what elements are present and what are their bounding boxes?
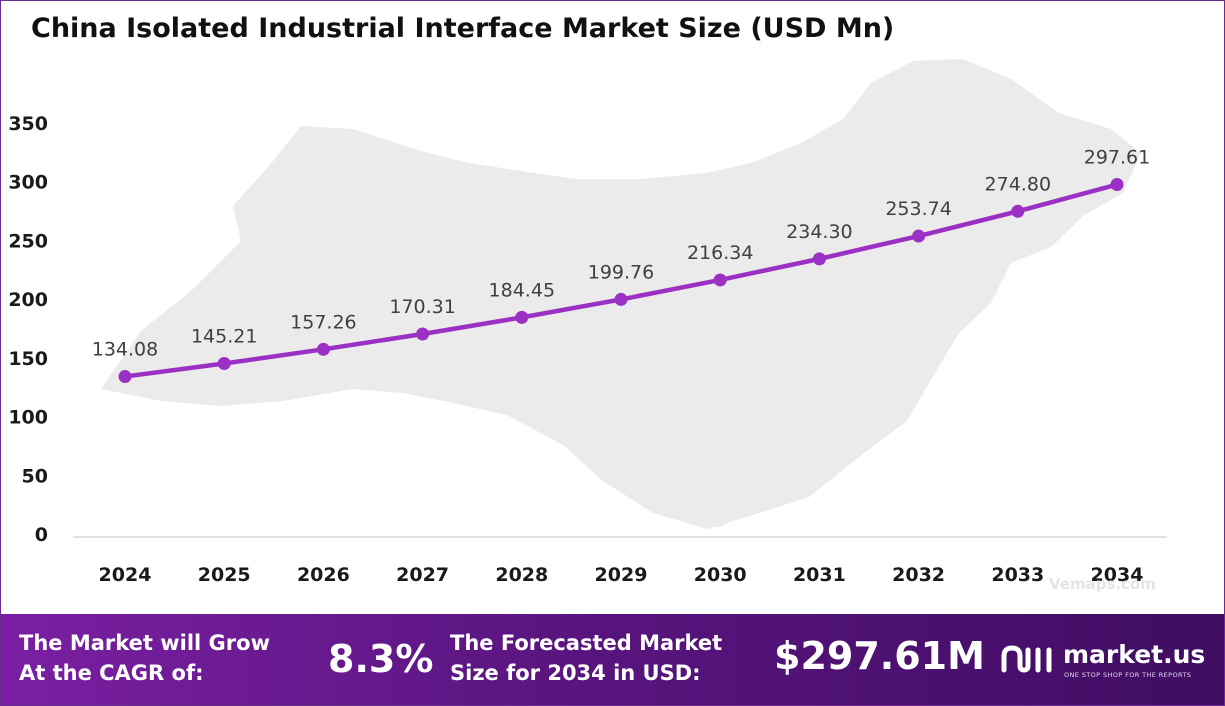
data-label: 170.31 (389, 296, 455, 318)
x-tick-label: 2030 (694, 564, 747, 586)
data-label: 184.45 (489, 279, 555, 301)
island-silhouette (704, 513, 728, 527)
data-point (316, 342, 330, 356)
data-label: 199.76 (588, 261, 654, 283)
x-tick-label: 2024 (99, 564, 152, 586)
brand-block[interactable]: market.us ONE STOP SHOP FOR THE REPORTS (1001, 640, 1221, 680)
x-axis-ticks: 2024 2025 2026 2027 2028 2029 2030 2031 2032 2033… (99, 564, 1144, 586)
data-point (614, 292, 628, 306)
data-label: 145.21 (191, 325, 257, 347)
forecast-label-line2: Size for 2034 in USD: (450, 661, 701, 685)
y-tick-label: 0 (35, 524, 48, 546)
data-point (515, 310, 529, 324)
chart-title: China Isolated Industrial Interface Mark… (31, 13, 895, 44)
data-point (416, 327, 430, 341)
x-tick-label: 2026 (297, 564, 350, 586)
brand-name: market.us (1063, 640, 1206, 669)
x-tick-label: 2029 (595, 564, 648, 586)
y-tick-label: 200 (8, 289, 48, 311)
forecast-value: $297.61M (774, 634, 985, 678)
data-points (118, 178, 1124, 384)
data-label: 157.26 (290, 311, 356, 333)
cagr-label-line1: The Market will Grow (19, 631, 270, 655)
map-watermark: Vemaps.com (1049, 575, 1156, 593)
data-point (912, 229, 926, 243)
data-point (812, 252, 826, 266)
data-point (1011, 204, 1025, 218)
data-label: 234.30 (786, 221, 852, 243)
x-tick-label: 2032 (892, 564, 945, 586)
data-point (713, 273, 727, 287)
cagr-value: 8.3% (328, 637, 434, 681)
data-label: 297.61 (1084, 147, 1150, 169)
data-point (217, 356, 231, 370)
cagr-label-line2: At the CAGR of: (19, 661, 204, 685)
data-labels: 134.08 145.21 157.26 170.31 184.45 199.76 216.… (92, 147, 1150, 361)
y-tick-label: 50 (22, 465, 48, 487)
footer-banner: The Market will Grow At the CAGR of: 8.3… (1, 614, 1224, 705)
forecast-label-line1: The Forecasted Market (450, 631, 723, 655)
market-us-logo-icon (1001, 645, 1052, 673)
y-tick-label: 100 (8, 407, 48, 429)
y-axis-ticks: 0 50 100 150 200 250 300 350 (8, 113, 48, 546)
y-tick-label: 150 (8, 348, 48, 370)
y-tick-label: 250 (8, 230, 48, 252)
x-tick-label: 2025 (198, 564, 251, 586)
data-label: 253.74 (885, 198, 951, 220)
data-label: 134.08 (92, 339, 158, 361)
data-point (1110, 178, 1124, 192)
x-tick-label: 2028 (495, 564, 548, 586)
x-tick-label: 2031 (793, 564, 846, 586)
x-tick-label: 2033 (991, 564, 1044, 586)
brand-tagline: ONE STOP SHOP FOR THE REPORTS (1064, 671, 1192, 679)
data-label: 274.80 (985, 173, 1051, 195)
x-tick-label: 2034 (1091, 564, 1144, 586)
y-tick-label: 350 (8, 113, 48, 135)
data-label: 216.34 (687, 242, 753, 264)
y-tick-label: 300 (8, 172, 48, 194)
data-point (118, 370, 132, 384)
x-tick-label: 2027 (396, 564, 449, 586)
